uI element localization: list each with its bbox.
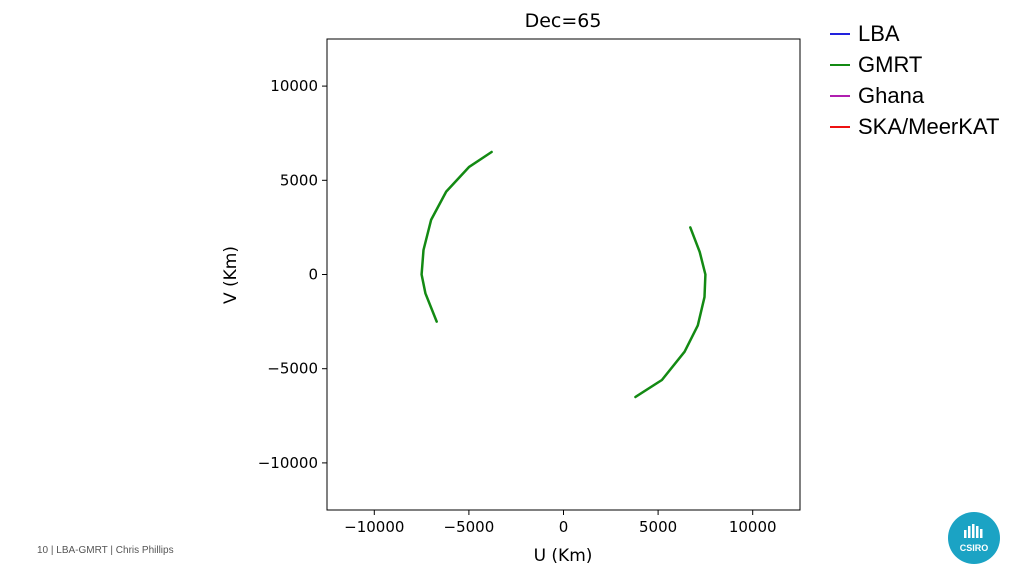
y-tick-label: −10000 — [258, 454, 318, 472]
legend-swatch — [830, 32, 850, 35]
chart-title: Dec=65 — [525, 10, 602, 32]
x-tick-label: 5000 — [639, 518, 677, 536]
legend-label: LBA — [858, 20, 900, 46]
legend-label: GMRT — [858, 51, 923, 77]
legend-swatch — [830, 63, 850, 66]
legend-label: Ghana — [858, 82, 925, 108]
legend-item-ska-meerkat: SKA/MeerKAT — [830, 111, 999, 142]
y-tick-label: −5000 — [267, 360, 318, 378]
legend-swatch — [830, 125, 850, 128]
footer-separator: | — [50, 545, 54, 556]
legend: LBA GMRT Ghana SKA/MeerKAT — [830, 18, 999, 142]
legend-item-lba: LBA — [830, 18, 999, 49]
legend-label: SKA/MeerKAT — [858, 113, 1000, 139]
x-tick-label: 10000 — [729, 518, 777, 536]
logo-bars-icon — [964, 524, 983, 538]
x-tick-label: −10000 — [344, 518, 404, 536]
footer-topic: LBA-GMRT — [56, 545, 108, 556]
plot-frame — [326, 38, 801, 511]
y-axis-title: V (Km) — [221, 246, 241, 304]
y-tick-label: 0 — [308, 266, 318, 284]
legend-swatch — [830, 94, 850, 97]
y-tick-label: 5000 — [280, 171, 318, 189]
legend-item-ghana: Ghana — [830, 80, 999, 111]
legend-item-gmrt: GMRT — [830, 49, 999, 80]
plot-area: −10000 −5000 0 5000 10000 −10000 −5000 0 5000 100… — [258, 38, 801, 536]
x-axis-title: U (Km) — [534, 546, 593, 566]
slide-footer: 10 | LBA-GMRT | Chris Phillips — [37, 545, 174, 556]
series-line-gmrt — [420, 150, 493, 323]
footer-author: Chris Phillips — [115, 545, 174, 556]
csiro-logo: CSIRO — [948, 512, 1000, 564]
x-tick-label: −5000 — [444, 518, 495, 536]
x-tick-label: 0 — [559, 518, 569, 536]
series-line-gmrt — [634, 226, 707, 399]
slide-number: 10 — [37, 545, 49, 556]
logo-text: CSIRO — [959, 543, 989, 553]
y-tick-label: 10000 — [270, 77, 318, 95]
footer-separator: | — [110, 545, 113, 556]
